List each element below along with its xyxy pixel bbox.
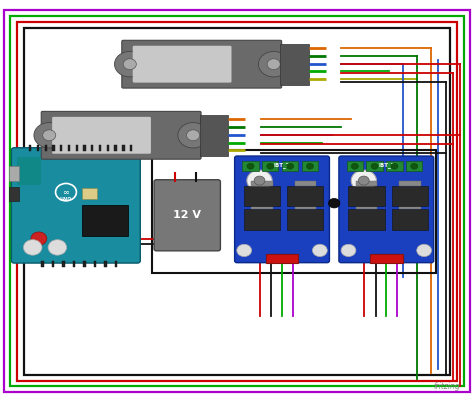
Circle shape — [43, 130, 56, 141]
Bar — [356, 181, 377, 186]
Circle shape — [23, 240, 42, 255]
Circle shape — [178, 122, 209, 148]
Bar — [287, 186, 323, 206]
Bar — [392, 186, 428, 206]
Bar — [356, 204, 377, 209]
Bar — [122, 145, 125, 151]
Circle shape — [247, 163, 254, 169]
Circle shape — [286, 163, 294, 169]
Bar — [83, 145, 86, 151]
Circle shape — [312, 244, 327, 257]
Circle shape — [247, 170, 272, 191]
Circle shape — [123, 59, 137, 70]
Bar — [399, 204, 420, 209]
FancyBboxPatch shape — [235, 156, 329, 263]
Bar — [242, 161, 259, 171]
Bar — [45, 145, 47, 151]
Bar — [392, 209, 428, 230]
Bar — [295, 181, 316, 186]
Bar — [37, 145, 39, 151]
Circle shape — [371, 163, 378, 169]
Bar — [82, 205, 128, 236]
FancyBboxPatch shape — [339, 156, 434, 263]
Text: ∞: ∞ — [63, 188, 70, 198]
Bar — [60, 145, 63, 151]
Bar — [29, 145, 31, 151]
Circle shape — [351, 163, 358, 169]
Circle shape — [254, 176, 265, 185]
Bar — [266, 254, 298, 263]
Bar — [200, 115, 228, 156]
FancyBboxPatch shape — [133, 46, 231, 83]
Bar — [83, 261, 86, 267]
Bar — [91, 145, 93, 151]
Circle shape — [31, 232, 47, 245]
Text: IBT_2: IBT_2 — [274, 162, 290, 168]
Text: IBT_2: IBT_2 — [378, 162, 394, 168]
FancyBboxPatch shape — [52, 117, 151, 154]
Bar — [130, 145, 132, 151]
Circle shape — [187, 130, 200, 141]
Bar — [346, 161, 363, 171]
Circle shape — [341, 244, 356, 257]
Bar — [262, 161, 278, 171]
Text: fritzing: fritzing — [433, 382, 460, 391]
Circle shape — [48, 240, 67, 255]
Bar — [107, 145, 109, 151]
Bar — [366, 161, 383, 171]
Bar — [251, 181, 273, 186]
Bar — [114, 145, 117, 151]
Circle shape — [115, 51, 145, 77]
Bar — [52, 261, 54, 267]
Bar — [104, 261, 107, 267]
Bar — [370, 254, 402, 263]
Bar — [68, 145, 70, 151]
Bar — [115, 261, 117, 267]
Circle shape — [237, 244, 252, 257]
Circle shape — [351, 170, 376, 191]
FancyBboxPatch shape — [154, 180, 220, 251]
Bar — [9, 166, 19, 181]
Bar — [41, 261, 44, 267]
FancyBboxPatch shape — [41, 111, 201, 159]
Bar — [348, 186, 384, 206]
Bar — [399, 181, 420, 186]
Bar — [244, 186, 280, 206]
Bar — [295, 204, 316, 209]
Text: 12 V: 12 V — [173, 210, 201, 220]
Bar — [280, 44, 309, 85]
Bar — [348, 209, 384, 230]
Circle shape — [328, 198, 340, 208]
Bar — [94, 261, 96, 267]
Circle shape — [34, 122, 64, 148]
Bar — [282, 161, 298, 171]
Bar — [75, 145, 78, 151]
Bar — [244, 209, 280, 230]
Bar — [62, 261, 64, 267]
Bar — [386, 161, 402, 171]
Bar — [302, 161, 318, 171]
Circle shape — [267, 163, 274, 169]
Circle shape — [267, 59, 280, 70]
Bar — [251, 204, 273, 209]
FancyBboxPatch shape — [122, 40, 282, 88]
Bar — [99, 145, 101, 151]
Bar — [73, 261, 75, 267]
Bar — [406, 161, 422, 171]
Circle shape — [391, 163, 398, 169]
Bar — [82, 188, 97, 199]
Circle shape — [410, 163, 418, 169]
Bar — [9, 186, 19, 201]
FancyBboxPatch shape — [11, 148, 140, 263]
Circle shape — [358, 176, 369, 185]
Bar — [52, 145, 55, 151]
Text: UNO: UNO — [60, 197, 72, 202]
Bar — [17, 157, 41, 186]
Circle shape — [306, 163, 313, 169]
Circle shape — [258, 51, 289, 77]
Circle shape — [417, 244, 431, 257]
Bar — [287, 209, 323, 230]
